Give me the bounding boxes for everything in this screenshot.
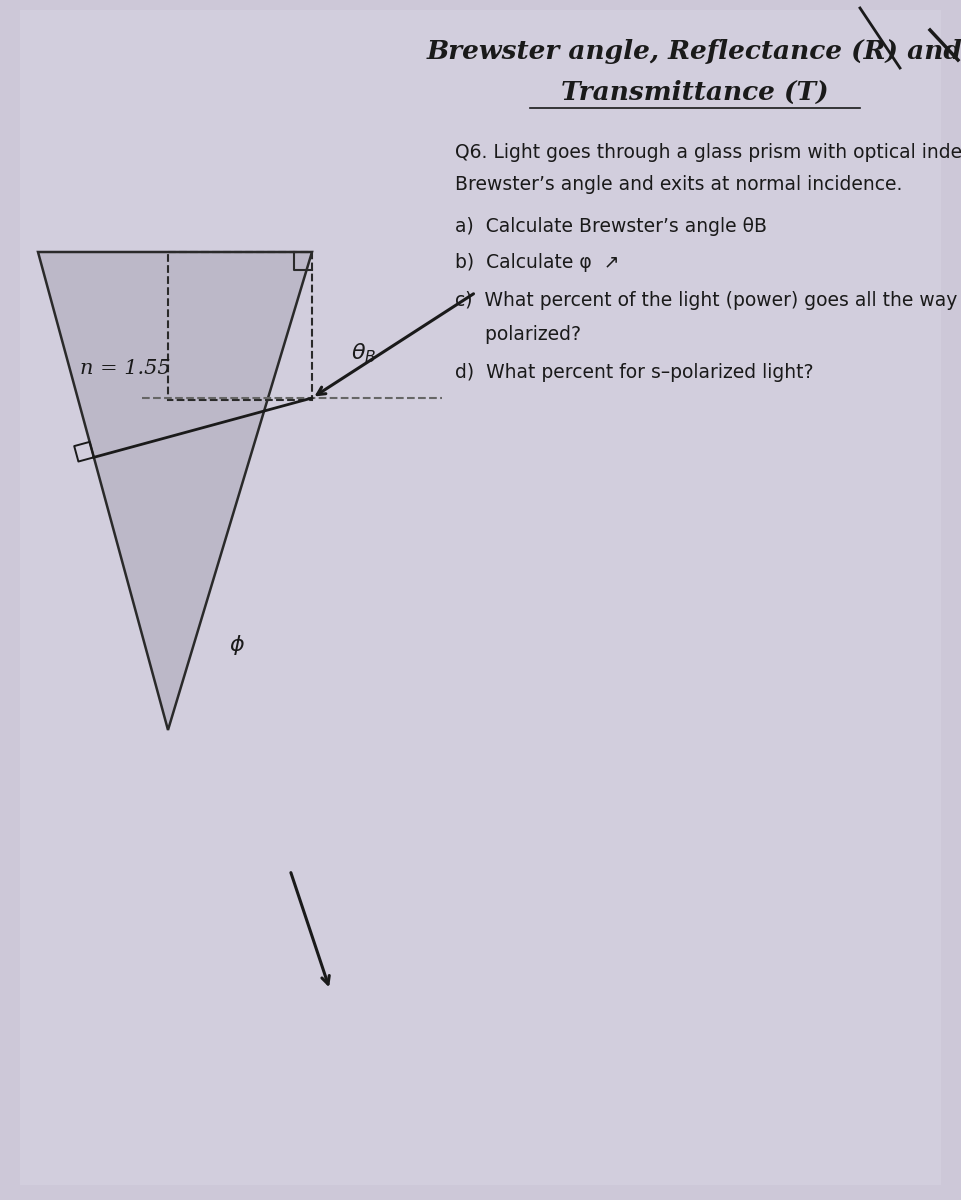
Text: c)  What percent of the light (power) goes all the way through the prism if it i: c) What percent of the light (power) goe…	[455, 290, 961, 310]
Text: Transmittance (T): Transmittance (T)	[561, 79, 828, 104]
Text: Brewster angle, Reflectance (R) and: Brewster angle, Reflectance (R) and	[427, 40, 961, 65]
Text: $\phi$: $\phi$	[229, 634, 245, 658]
Text: $\theta_B$: $\theta_B$	[352, 341, 377, 365]
Text: polarized?: polarized?	[455, 325, 581, 344]
Text: d)  What percent for s–polarized light?: d) What percent for s–polarized light?	[455, 364, 814, 383]
Polygon shape	[38, 252, 312, 730]
Text: a)  Calculate Brewster’s angle θB: a) Calculate Brewster’s angle θB	[455, 216, 767, 235]
Text: b)  Calculate φ  ↗: b) Calculate φ ↗	[455, 253, 620, 272]
Text: Q6. Light goes through a glass prism with optical index n = 1.55. The light ente: Q6. Light goes through a glass prism wit…	[455, 143, 961, 162]
FancyBboxPatch shape	[20, 10, 941, 1186]
Text: n = 1.55: n = 1.55	[80, 359, 170, 378]
Text: Brewster’s angle and exits at normal incidence.: Brewster’s angle and exits at normal inc…	[455, 175, 902, 194]
